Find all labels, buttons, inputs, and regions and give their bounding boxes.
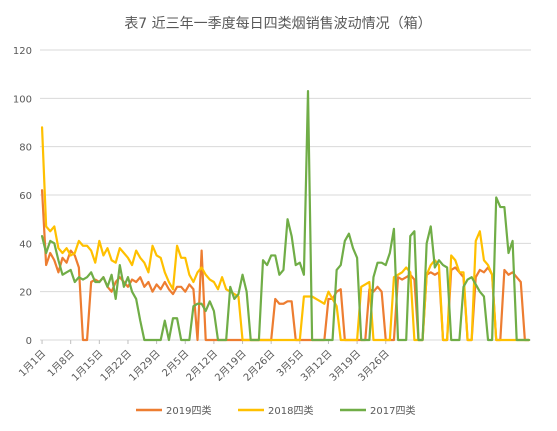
chart-title: 表7 近三年一季度每日四类烟销售波动情况（箱） [124, 16, 431, 32]
series-line-1 [40, 126, 531, 342]
y-tick-label: 60 [19, 191, 32, 202]
legend-item-1: 2018四类 [238, 404, 313, 417]
x-axis-ticks: 1月1日1月8日1月15日1月22日1月29日2月5日2月12日2月19日2月2… [17, 340, 392, 384]
legend-label: 2019四类 [166, 404, 211, 417]
legend-label: 2018四类 [268, 404, 313, 417]
y-tick-label: 20 [19, 288, 32, 299]
y-axis-ticks: 0 20 40 60 80 100 120 [13, 46, 32, 347]
y-tick-label: 100 [13, 94, 32, 105]
x-tick-label: 1月29日 [127, 348, 163, 384]
legend-label: 2017四类 [370, 404, 415, 417]
grid-lines [40, 49, 531, 341]
legend: 2019四类 2018四类 2017四类 [136, 404, 415, 417]
y-tick-label: 0 [26, 336, 32, 347]
x-tick-label: 1月1日 [17, 348, 49, 380]
legend-item-2: 2017四类 [340, 404, 415, 417]
y-tick-label: 80 [19, 143, 32, 154]
y-tick-label: 40 [19, 239, 32, 250]
series-group [40, 89, 531, 342]
y-tick-label: 120 [13, 46, 32, 57]
x-tick-label: 3月26日 [356, 348, 392, 384]
series-line-2 [40, 89, 531, 342]
x-tick-label: 2月26日 [241, 348, 277, 384]
legend-item-0: 2019四类 [136, 404, 211, 417]
